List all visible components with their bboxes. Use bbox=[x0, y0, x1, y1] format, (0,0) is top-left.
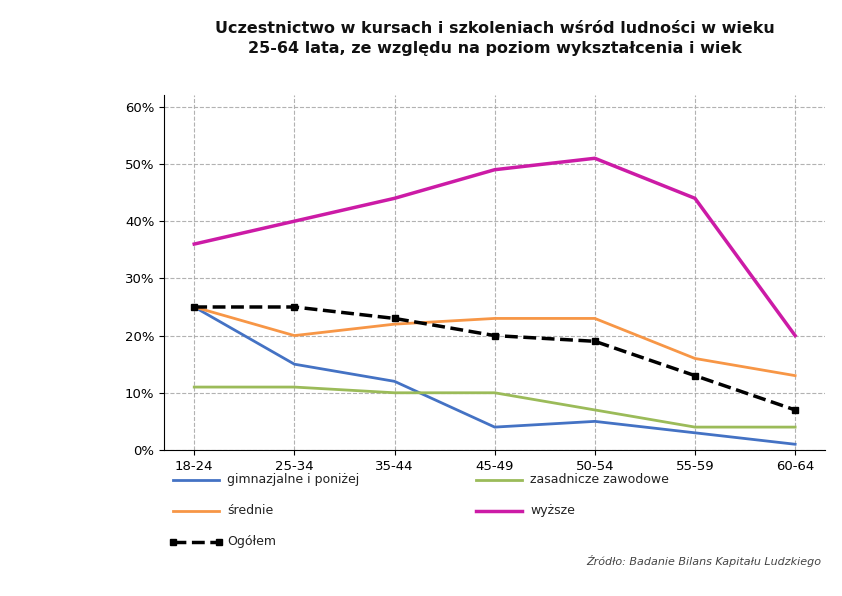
Text: kwalifikacje
po europejsku: kwalifikacje po europejsku bbox=[13, 372, 96, 403]
Text: gimnazjalne i poniżej: gimnazjalne i poniżej bbox=[227, 473, 360, 486]
Text: wyższe: wyższe bbox=[530, 504, 575, 517]
Text: zasadnicze zawodowe: zasadnicze zawodowe bbox=[530, 473, 669, 486]
Text: Ogółem: Ogółem bbox=[227, 535, 276, 548]
Text: IBE: IBE bbox=[17, 60, 98, 98]
Text: Źródło: Badanie Bilans Kapitału Ludzkiego: Źródło: Badanie Bilans Kapitału Ludzkieg… bbox=[586, 555, 821, 567]
Text: Uczestnictwo w kursach i szkoleniach wśród ludności w wieku
25-64 lata, ze wzglę: Uczestnictwo w kursach i szkoleniach wśr… bbox=[215, 21, 775, 56]
Text: średnie: średnie bbox=[227, 504, 274, 517]
